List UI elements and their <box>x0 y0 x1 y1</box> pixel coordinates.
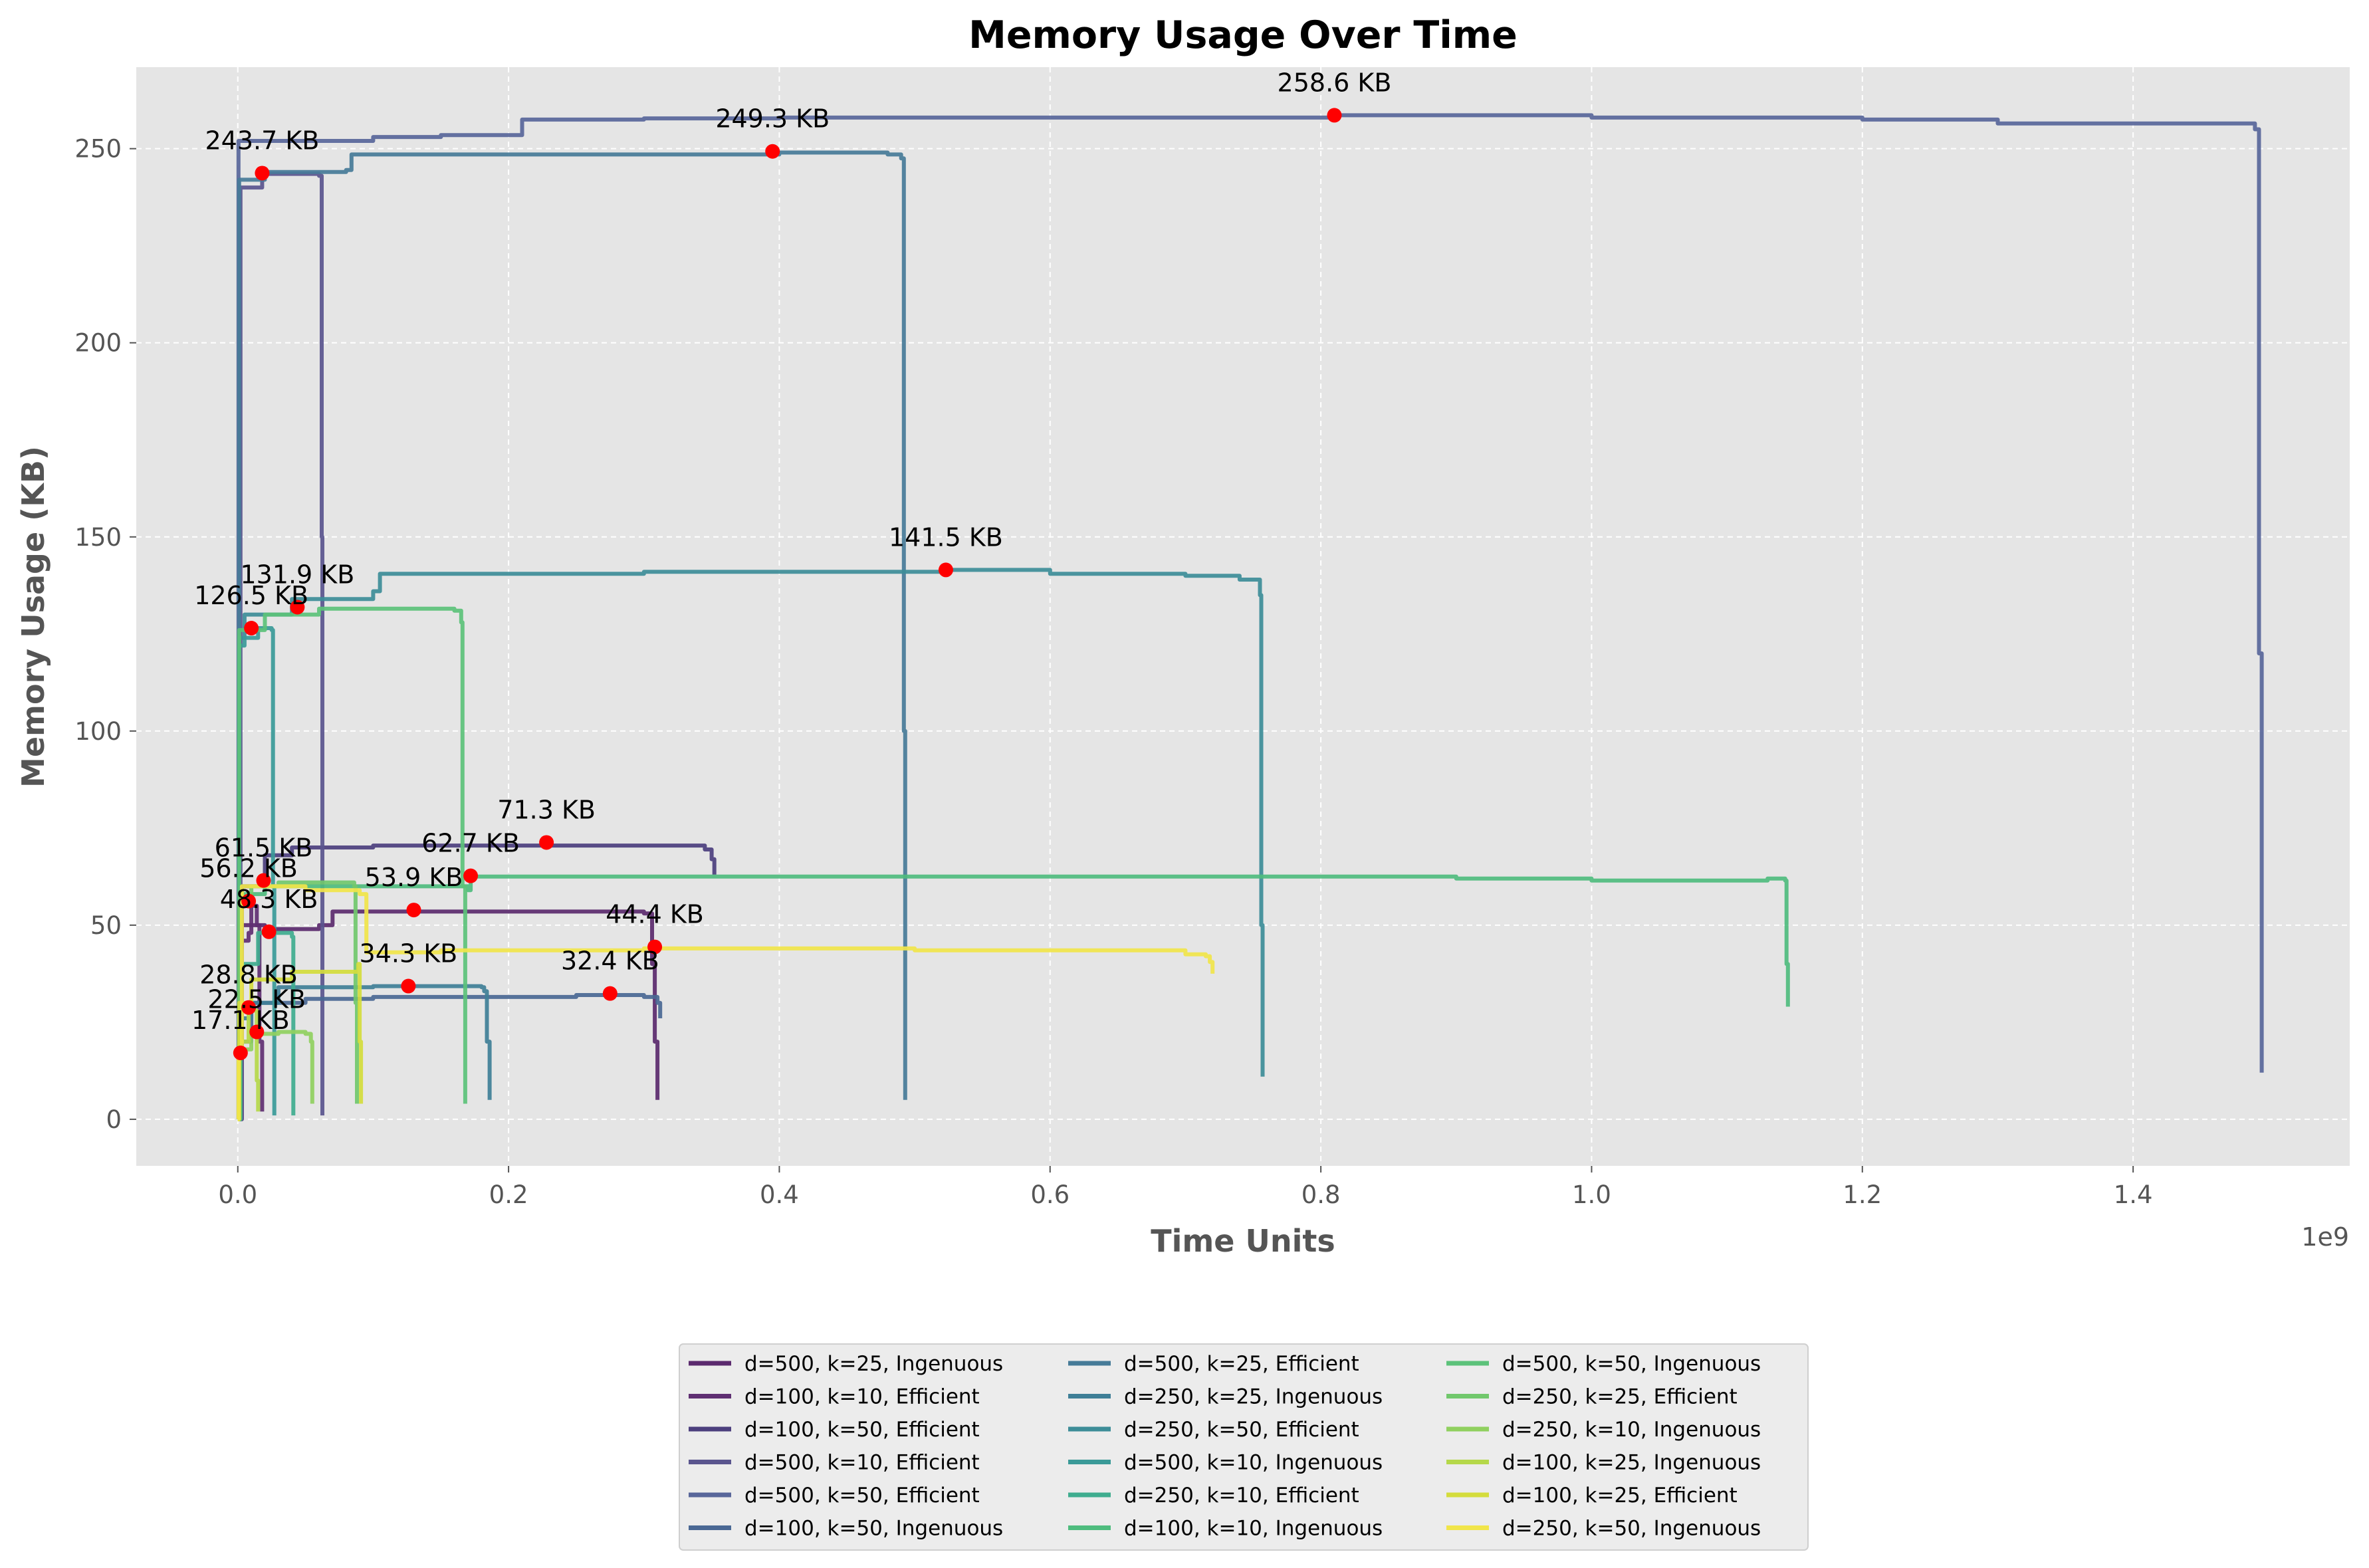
peak-label-16: 17.1 KB <box>191 1006 290 1035</box>
peak-marker-4 <box>1327 108 1342 123</box>
x-tick-label: 0.2 <box>489 1180 528 1209</box>
peak-label-17: 53.9 KB <box>365 863 463 892</box>
peak-marker-8 <box>938 562 953 578</box>
peak-marker-14 <box>249 1024 265 1040</box>
legend-label-15: d=100, k=25, Ingenuous <box>1502 1451 1761 1475</box>
legend-label-8: d=250, k=50, Efficient <box>1124 1418 1359 1442</box>
x-tick-label: 0.6 <box>1030 1180 1070 1209</box>
chart-title: Memory Usage Over Time <box>968 13 1518 57</box>
legend-label-7: d=250, k=25, Ingenuous <box>1124 1385 1383 1409</box>
peak-marker-13 <box>256 873 271 888</box>
legend-label-14: d=250, k=10, Ingenuous <box>1502 1418 1761 1442</box>
peak-marker-0 <box>647 939 663 954</box>
x-tick-label: 0.0 <box>218 1180 257 1209</box>
y-tick-label: 50 <box>90 911 122 940</box>
peak-marker-7 <box>401 978 416 994</box>
peak-label-5: 32.4 KB <box>561 947 659 976</box>
y-tick-label: 100 <box>74 717 122 746</box>
x-axis-label: Time Units <box>1151 1223 1335 1259</box>
peak-label-8: 141.5 KB <box>889 522 1003 552</box>
peak-marker-3 <box>255 166 270 181</box>
plot-area <box>136 67 2350 1166</box>
peak-label-10: 48.3 KB <box>220 885 318 914</box>
legend-label-13: d=250, k=25, Efficient <box>1502 1385 1738 1409</box>
x-tick-label: 1.2 <box>1843 1180 1882 1209</box>
legend-label-0: d=500, k=25, Ingenuous <box>744 1352 1003 1376</box>
peak-markers <box>233 108 1342 1061</box>
peak-label-7: 34.3 KB <box>360 939 458 968</box>
peak-label-2: 71.3 KB <box>497 795 596 824</box>
peak-marker-11 <box>463 868 479 883</box>
x-tick-label: 1.0 <box>1572 1180 1611 1209</box>
y-tick-label: 0 <box>106 1105 122 1134</box>
peak-marker-12 <box>290 600 305 615</box>
legend-label-9: d=500, k=10, Ingenuous <box>1124 1451 1383 1475</box>
legend-label-12: d=500, k=50, Ingenuous <box>1502 1352 1761 1376</box>
peak-marker-9 <box>244 621 259 636</box>
peak-label-14: 22.5 KB <box>207 984 306 1014</box>
legend-label-4: d=500, k=50, Efficient <box>744 1484 980 1508</box>
legend: d=500, k=25, Ingenuous d=100, k=10, Effic… <box>679 1343 1809 1551</box>
peak-marker-6 <box>765 144 780 159</box>
peak-marker-5 <box>602 986 618 1001</box>
peak-marker-10 <box>261 924 277 939</box>
legend-label-1: d=100, k=10, Efficient <box>744 1385 980 1409</box>
legend-label-10: d=250, k=10, Efficient <box>1124 1484 1359 1508</box>
peak-marker-2 <box>539 835 554 850</box>
peak-label-9: 126.5 KB <box>194 581 308 610</box>
peak-label-0: 44.4 KB <box>606 900 704 929</box>
x-tick-label: 0.4 <box>760 1180 799 1209</box>
peak-marker-16 <box>233 1046 248 1061</box>
y-tick-label: 200 <box>74 329 122 358</box>
legend-label-6: d=500, k=25, Efficient <box>1124 1352 1359 1376</box>
legend-label-3: d=500, k=10, Efficient <box>744 1451 980 1475</box>
peak-marker-17 <box>406 903 421 918</box>
legend-label-11: d=100, k=10, Ingenuous <box>1124 1517 1383 1541</box>
peak-label-4: 258.6 KB <box>1278 68 1392 97</box>
y-tick-label: 250 <box>74 135 122 164</box>
x-tick-label: 0.8 <box>1301 1180 1341 1209</box>
legend-label-17: d=250, k=50, Ingenuous <box>1502 1517 1761 1541</box>
peak-label-12: 131.9 KB <box>240 560 354 589</box>
peak-label-11: 62.7 KB <box>421 829 520 858</box>
y-tick-label: 150 <box>74 523 122 552</box>
y-axis-label: Memory Usage (KB) <box>15 446 51 788</box>
legend-label-2: d=100, k=50, Efficient <box>744 1418 980 1442</box>
grid-lines <box>136 67 2350 1166</box>
legend-label-16: d=100, k=25, Efficient <box>1502 1484 1738 1508</box>
peak-label-15: 28.8 KB <box>199 960 298 990</box>
x-tick-label: 1.4 <box>2114 1180 2153 1209</box>
peak-marker-1 <box>241 893 257 909</box>
legend-label-5: d=100, k=50, Ingenuous <box>744 1517 1003 1541</box>
peak-label-6: 249.3 KB <box>715 104 830 134</box>
x-axis-ticks: 0.0 0.2 0.4 0.6 0.8 1.0 1.2 1.4 <box>218 1166 2153 1209</box>
legend-box <box>679 1343 1809 1551</box>
peak-label-13: 61.5 KB <box>215 834 313 863</box>
peak-label-3: 243.7 KB <box>205 126 319 155</box>
x-axis-offset-label: 1e9 <box>2301 1222 2349 1252</box>
y-axis-ticks: 0 50 100 150 200 250 <box>74 135 136 1134</box>
peak-label-1: 56.2 KB <box>199 854 298 883</box>
series-line-4 <box>236 113 2264 1121</box>
peak-marker-15 <box>241 1000 257 1015</box>
peak-labels: 44.4 KB 56.2 KB 71.3 KB 243.7 KB 258.6 KB 32.… <box>191 68 1391 1035</box>
series-line-17 <box>236 884 1215 1121</box>
